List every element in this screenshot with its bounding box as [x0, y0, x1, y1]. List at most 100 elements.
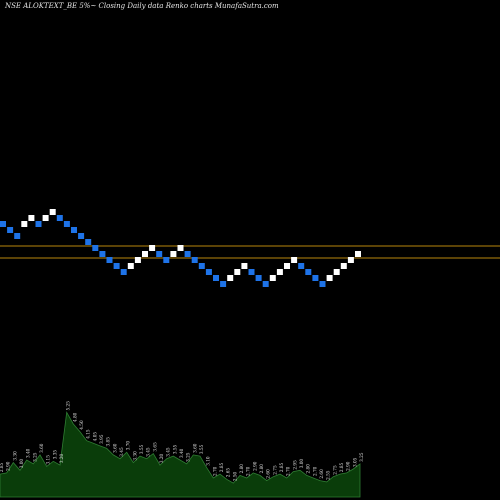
volume-label: 3.05 [352, 457, 357, 467]
renko-brick [227, 275, 234, 281]
volume-label: 2.90 [6, 461, 11, 471]
renko-brick [177, 245, 184, 251]
volume-label: 3.00 [19, 459, 24, 469]
volume-label: 2.80 [306, 464, 311, 474]
volume-label: 2.60 [319, 469, 324, 479]
renko-brick [220, 281, 227, 287]
renko-brick [347, 257, 354, 263]
renko-brick [255, 275, 262, 281]
renko-brick [99, 251, 106, 257]
renko-brick [21, 221, 28, 227]
volume-label: 3.55 [139, 444, 144, 454]
renko-brick [142, 251, 148, 257]
renko-brick [163, 257, 170, 263]
volume-label: 3.30 [132, 451, 137, 461]
renko-brick [120, 269, 127, 275]
volume-area-path [0, 411, 361, 498]
volume-label: 2.85 [219, 462, 224, 472]
volume-label: 2.85 [0, 462, 4, 472]
volume-label: 2.55 [326, 470, 331, 480]
renko-brick [248, 269, 255, 275]
renko-brick [85, 239, 92, 245]
volume-label: 4.15 [86, 429, 91, 439]
volume-label: 2.95 [292, 460, 297, 470]
volume-label: 3.00 [299, 459, 304, 469]
volume-label: 3.30 [12, 451, 17, 461]
volume-label: 3.95 [99, 434, 104, 444]
volume-label: 2.65 [226, 468, 231, 478]
volume-label: 3.10 [206, 456, 211, 466]
volume-label: 2.85 [279, 462, 284, 472]
volume-label: 2.80 [259, 464, 264, 474]
volume-label: 2.60 [266, 469, 271, 479]
volume-label: 3.25 [186, 452, 191, 462]
renko-brick [113, 263, 120, 269]
renko-brick [276, 269, 283, 275]
renko-brick [234, 269, 241, 275]
renko-brick [298, 263, 305, 269]
volume-label: 2.90 [252, 461, 257, 471]
volume-label: 3.65 [152, 442, 157, 452]
volume-label: 2.90 [346, 461, 351, 471]
volume-label: 3.45 [146, 447, 151, 457]
volume-label: 2.75 [332, 465, 337, 475]
volume-label: 2.80 [239, 464, 244, 474]
renko-brick [170, 251, 177, 257]
renko-brick [149, 245, 156, 251]
renko-brick [78, 233, 85, 239]
renko-brick [305, 269, 312, 275]
renko-brick [269, 275, 276, 281]
renko-brick [56, 215, 63, 221]
volume-label: 3.25 [32, 452, 37, 462]
renko-brick [291, 257, 298, 263]
volume-label: 4.80 [72, 412, 77, 422]
volume-label: 3.60 [112, 443, 117, 453]
renko-brick [156, 251, 163, 257]
volume-label: 2.70 [286, 466, 291, 476]
volume-label: 2.85 [339, 462, 344, 472]
renko-brick [35, 221, 42, 227]
volume-label: 3.45 [119, 447, 124, 457]
renko-brick [191, 257, 198, 263]
volume-label: 3.20 [59, 453, 64, 463]
renko-brick [92, 245, 99, 251]
renko-brick [71, 227, 77, 233]
volume-label: 3.55 [172, 444, 177, 454]
volume-label: 2.70 [212, 466, 217, 476]
reference-lines [0, 245, 500, 259]
volume-label: 4.05 [92, 432, 97, 442]
renko-brick [42, 215, 49, 221]
renko-brick [184, 251, 191, 257]
renko-brick [340, 263, 347, 269]
renko-brick [262, 281, 269, 287]
volume-label: 4.50 [79, 420, 84, 430]
volume-label: 3.35 [52, 450, 57, 460]
volume-label: 3.40 [26, 448, 31, 458]
renko-brick [241, 263, 248, 269]
chart-title: NSE ALOKTEXT_BE 5%~ Closing Daily data R… [4, 2, 279, 10]
renko-brick [333, 269, 340, 275]
volume-label: 3.15 [46, 455, 51, 465]
renko-brick [106, 257, 113, 263]
renko-brick [0, 221, 6, 227]
volume-label: 3.60 [192, 443, 197, 453]
renko-bricks [0, 209, 361, 287]
volume-label: 3.25 [359, 452, 364, 462]
volume-label: 3.20 [159, 453, 164, 463]
volume-label: 2.75 [272, 465, 277, 475]
renko-brick [198, 263, 205, 269]
renko-brick [205, 269, 212, 275]
volume-label: 3.55 [199, 444, 204, 454]
renko-brick [319, 281, 326, 287]
volume-labels: 2.85 2.903.303.003.40 3.253.603.153.35 3.20… [0, 401, 364, 481]
volume-label: 3.85 [106, 437, 111, 447]
renko-brick [312, 275, 319, 281]
volume-label: 2.70 [246, 466, 251, 476]
renko-brick [28, 215, 35, 221]
renko-brick [326, 275, 333, 281]
volume-label: 3.60 [39, 443, 44, 453]
volume-label: 5.25 [66, 401, 71, 411]
renko-brick [213, 275, 219, 281]
renko-brick [49, 209, 56, 215]
